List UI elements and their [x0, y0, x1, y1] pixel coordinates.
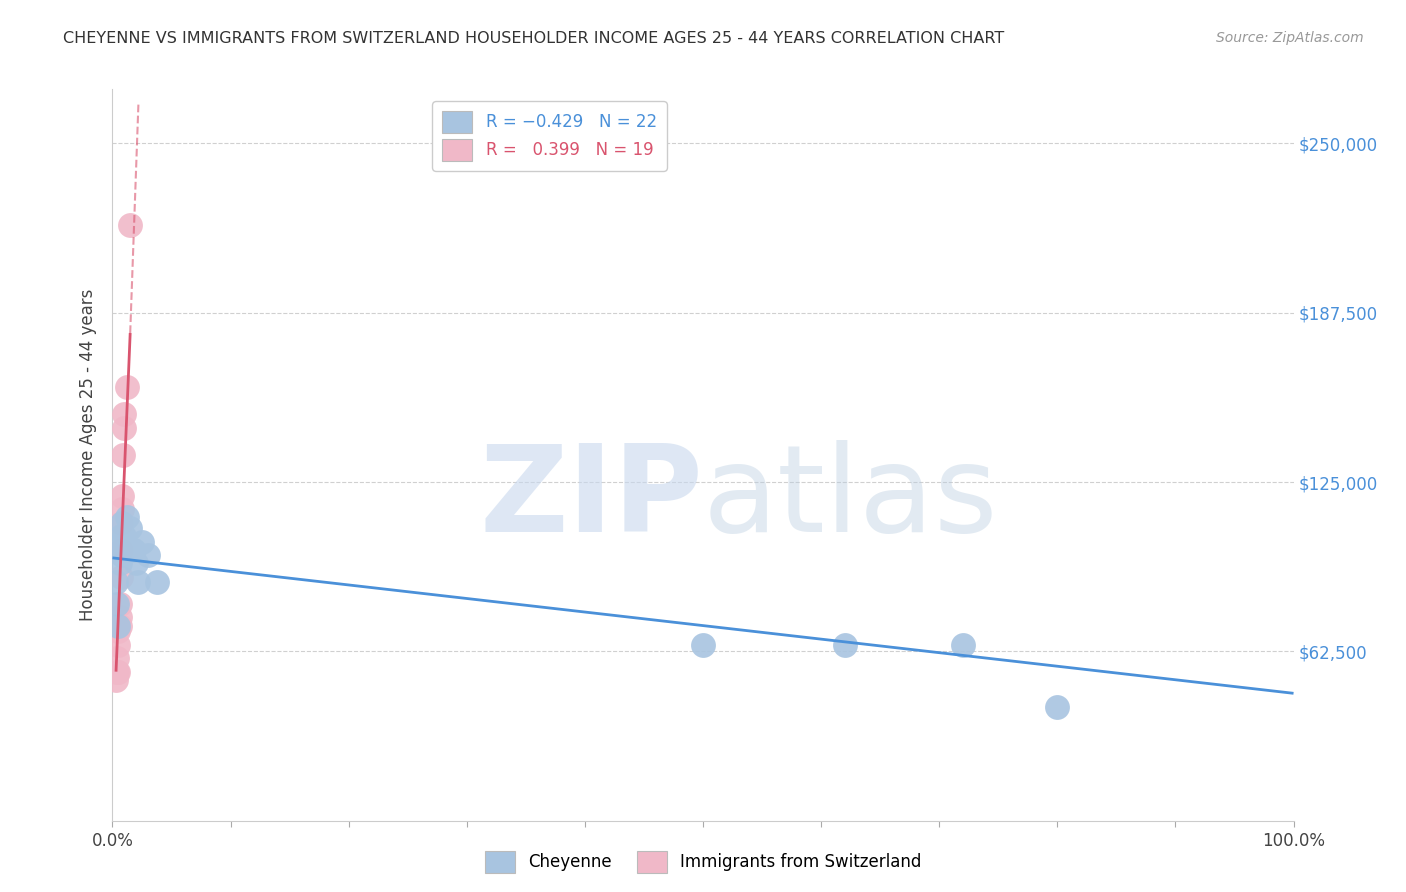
Point: [108, 610, 131, 624]
Text: ZIP: ZIP: [479, 441, 703, 558]
Point: [107, 624, 129, 638]
Point: [110, 516, 132, 530]
Point: [107, 665, 129, 679]
Point: [110, 529, 132, 543]
Point: [122, 542, 145, 557]
Point: [952, 638, 974, 652]
Point: [107, 638, 129, 652]
Point: [136, 548, 159, 562]
Point: [105, 665, 128, 679]
Point: [110, 542, 132, 557]
Point: [125, 556, 148, 570]
Point: [127, 575, 149, 590]
Point: [107, 618, 129, 632]
Point: [120, 218, 142, 232]
Point: [115, 510, 138, 524]
Point: [120, 521, 142, 535]
Point: [112, 542, 135, 557]
Point: [692, 638, 714, 652]
Text: Source: ZipAtlas.com: Source: ZipAtlas.com: [1216, 31, 1364, 45]
Y-axis label: Householder Income Ages 25 - 44 years: Householder Income Ages 25 - 44 years: [79, 289, 97, 621]
Point: [105, 673, 128, 687]
Point: [131, 534, 153, 549]
Text: atlas: atlas: [703, 441, 998, 558]
Point: [111, 502, 134, 516]
Point: [111, 548, 134, 562]
Point: [110, 542, 132, 557]
Point: [834, 638, 856, 652]
Point: [1046, 699, 1069, 714]
Point: [111, 489, 134, 503]
Point: [105, 597, 128, 611]
Point: [105, 651, 128, 665]
Text: CHEYENNE VS IMMIGRANTS FROM SWITZERLAND HOUSEHOLDER INCOME AGES 25 - 44 YEARS CO: CHEYENNE VS IMMIGRANTS FROM SWITZERLAND …: [63, 31, 1004, 46]
Point: [111, 516, 134, 530]
Point: [108, 597, 131, 611]
Point: [110, 570, 132, 584]
Legend: Cheyenne, Immigrants from Switzerland: Cheyenne, Immigrants from Switzerland: [478, 845, 928, 880]
Point: [112, 448, 135, 462]
Legend: R = −0.429   N = 22, R =   0.399   N = 19: R = −0.429 N = 22, R = 0.399 N = 19: [432, 101, 666, 170]
Point: [112, 407, 135, 421]
Point: [112, 529, 135, 543]
Point: [105, 575, 128, 590]
Point: [146, 575, 169, 590]
Point: [112, 421, 135, 435]
Point: [108, 618, 131, 632]
Point: [115, 380, 138, 394]
Point: [108, 556, 131, 570]
